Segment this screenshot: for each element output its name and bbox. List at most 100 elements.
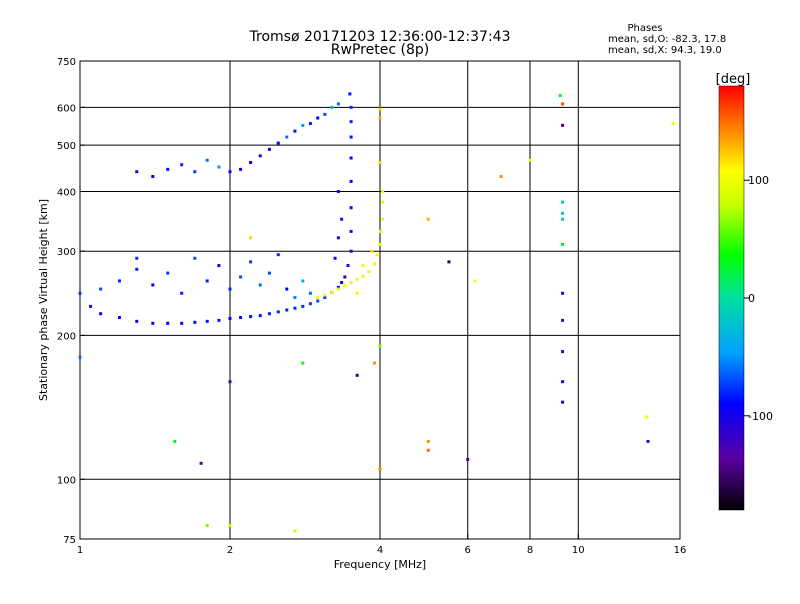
data-point — [349, 135, 353, 139]
colorbar-label: [deg] — [716, 72, 751, 87]
data-point — [205, 279, 209, 283]
data-point — [228, 316, 232, 320]
x-tick-label: 16 — [674, 545, 687, 556]
data-point — [349, 156, 353, 160]
data-point — [239, 315, 243, 319]
data-point — [378, 107, 382, 111]
grid — [80, 61, 680, 539]
data-point — [348, 92, 352, 96]
data-point — [361, 264, 365, 268]
data-point — [336, 287, 340, 291]
data-point — [316, 116, 320, 120]
chart-subtitle: RwPretec (8p) — [331, 42, 429, 58]
data-point — [308, 302, 312, 306]
data-point — [249, 236, 253, 240]
data-point — [561, 318, 565, 322]
chart-title: Tromsø 20171203 12:36:00-12:37:43 — [249, 29, 511, 45]
data-point — [89, 304, 93, 308]
data-point — [367, 270, 371, 274]
phases-heading: Phases — [627, 23, 662, 34]
data-point — [349, 105, 353, 109]
y-tick-label: 100 — [57, 475, 76, 486]
data-point — [333, 256, 337, 260]
data-point — [355, 277, 359, 281]
data-point — [473, 279, 477, 283]
data-point — [151, 174, 155, 178]
data-point — [346, 264, 350, 268]
data-point — [239, 275, 243, 279]
data-point — [267, 271, 271, 275]
data-point — [78, 355, 82, 359]
data-point — [561, 102, 565, 106]
data-point — [301, 279, 305, 283]
data-point — [205, 158, 209, 162]
data-point — [349, 249, 353, 253]
data-point — [267, 312, 271, 316]
data-point — [285, 308, 289, 312]
data-point — [561, 200, 565, 204]
y-tick-label: 75 — [63, 535, 76, 546]
data-point — [276, 253, 280, 257]
data-point — [135, 267, 139, 271]
data-point — [343, 275, 347, 279]
data-point — [349, 281, 353, 285]
data-point — [249, 160, 253, 164]
data-point — [336, 189, 340, 193]
x-tick-label: 6 — [465, 545, 471, 556]
data-point — [135, 319, 139, 323]
data-point — [228, 524, 232, 528]
x-axis-label: Frequency [MHz] — [334, 558, 426, 571]
data-point — [285, 135, 289, 139]
data-point — [205, 319, 209, 323]
data-point — [301, 361, 305, 365]
data-point — [78, 291, 82, 295]
data-point — [199, 461, 203, 465]
data-point — [378, 160, 382, 164]
phases-o-line: mean, sd,O: -82.3, 17.8 — [608, 34, 726, 45]
x-tick-label: 10 — [572, 545, 585, 556]
x-tick-label: 2 — [227, 545, 233, 556]
data-point — [258, 314, 262, 318]
data-point — [308, 291, 312, 295]
data-point — [361, 274, 365, 278]
y-tick-label: 600 — [57, 103, 76, 114]
data-point — [355, 373, 359, 377]
data-point — [301, 123, 305, 127]
data-point — [323, 112, 327, 116]
x-tick-label: 1 — [77, 545, 83, 556]
data-point — [293, 306, 297, 310]
data-point — [349, 179, 353, 183]
data-point — [293, 529, 297, 533]
data-point — [561, 123, 565, 127]
data-points — [78, 92, 675, 533]
data-point — [336, 285, 340, 289]
colorbar-tick-label: 0 — [748, 292, 755, 305]
data-point — [258, 283, 262, 287]
data-point — [276, 141, 280, 145]
data-point — [316, 299, 320, 303]
data-point — [330, 290, 334, 294]
data-point — [217, 318, 221, 322]
data-point — [381, 189, 385, 193]
data-point — [166, 271, 170, 275]
data-point — [117, 279, 121, 283]
data-point — [375, 253, 379, 257]
data-point — [644, 415, 648, 419]
data-point — [378, 344, 382, 348]
data-point — [466, 457, 470, 461]
data-point — [135, 256, 139, 260]
data-point — [151, 321, 155, 325]
y-tick-label: 500 — [57, 141, 76, 152]
data-point — [378, 116, 382, 120]
data-point — [249, 315, 253, 319]
data-point — [381, 217, 385, 221]
data-point — [217, 165, 221, 169]
data-point — [316, 296, 320, 300]
data-point — [323, 296, 327, 300]
data-point — [285, 287, 289, 291]
data-point — [228, 170, 232, 174]
data-point — [301, 304, 305, 308]
data-point — [239, 167, 243, 171]
data-point — [193, 320, 197, 324]
